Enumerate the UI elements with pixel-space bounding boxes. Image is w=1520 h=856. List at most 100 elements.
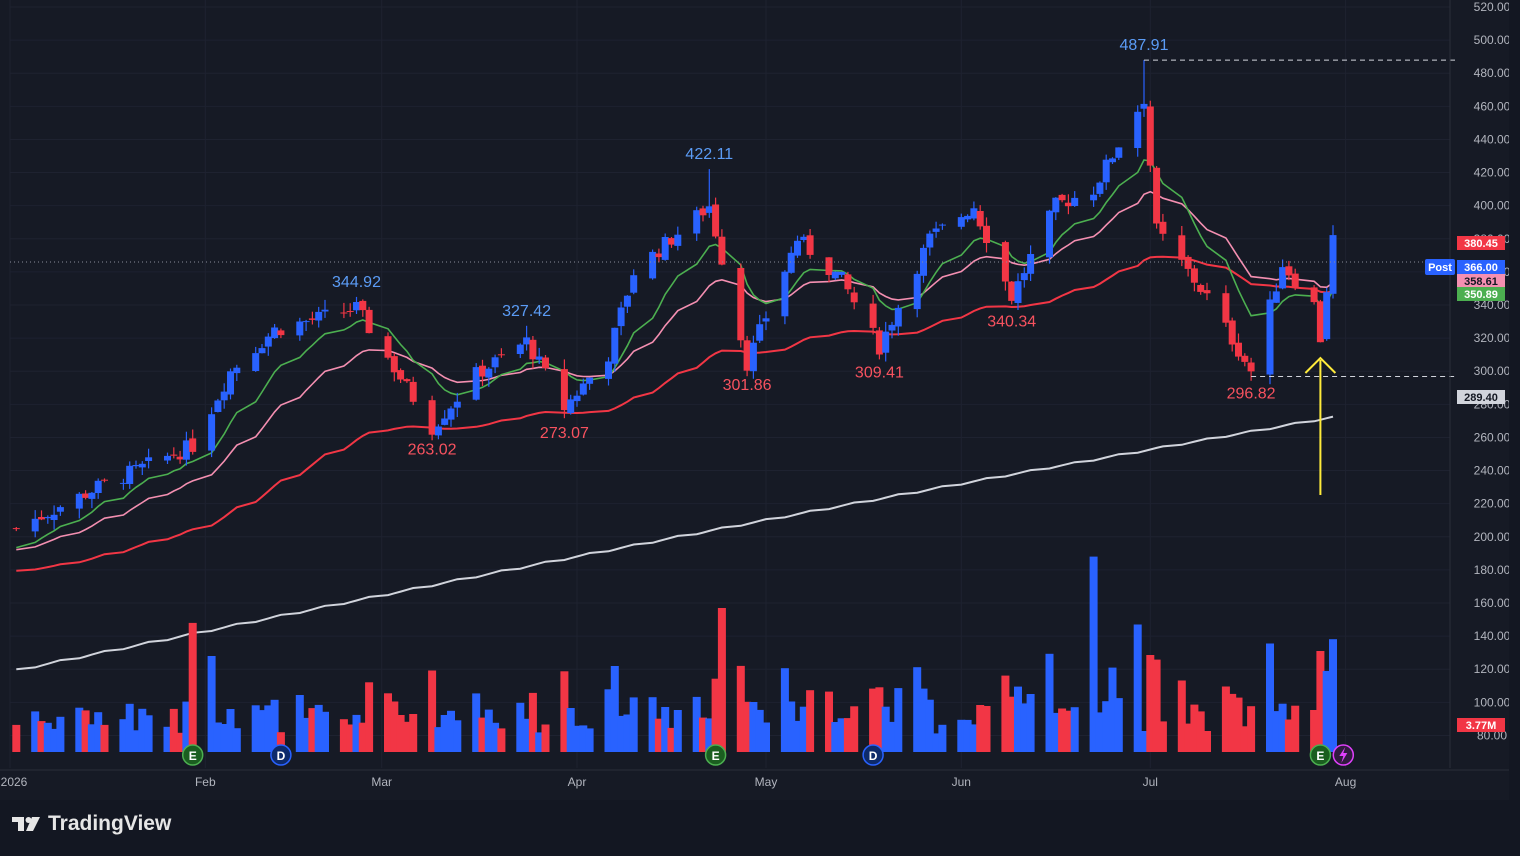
candle-body xyxy=(718,236,726,265)
candle xyxy=(12,527,20,532)
volume-bar xyxy=(516,702,525,752)
candle-body xyxy=(434,426,442,436)
volume-bar xyxy=(12,724,21,752)
candle xyxy=(1291,268,1299,291)
candle-body xyxy=(535,356,543,360)
candle-body xyxy=(189,438,197,452)
candle xyxy=(220,383,228,409)
volume-bar xyxy=(736,665,745,752)
volume-bar xyxy=(806,690,815,752)
candle-body xyxy=(668,238,675,245)
ema-long-line xyxy=(16,255,1334,572)
badge-box xyxy=(1457,718,1505,732)
volume-bar xyxy=(188,622,197,752)
candle-body xyxy=(1058,194,1066,201)
volume-bar xyxy=(434,727,443,752)
candle xyxy=(617,301,625,336)
volume-bar xyxy=(699,717,707,752)
volume-bar xyxy=(1329,639,1337,752)
candle xyxy=(825,257,833,283)
volume-bar xyxy=(711,678,720,752)
candle xyxy=(1266,291,1274,385)
candle xyxy=(384,332,392,360)
candle xyxy=(976,205,984,230)
candle-body xyxy=(340,312,348,314)
time-tick-label: May xyxy=(755,775,778,789)
price-tick-label: 300.00 xyxy=(1474,364,1511,378)
candle xyxy=(264,333,272,356)
volume-bar xyxy=(604,689,613,752)
candle-body xyxy=(38,517,45,520)
volume-bar xyxy=(50,728,59,752)
volume-bar xyxy=(56,716,65,752)
volume-bar xyxy=(100,724,109,752)
candle xyxy=(1071,191,1079,207)
candle xyxy=(321,299,329,318)
candle xyxy=(1008,281,1016,305)
candle-body xyxy=(145,457,153,461)
price-tick-label: 240.00 xyxy=(1474,464,1511,478)
price-tick-label: 140.00 xyxy=(1474,629,1511,643)
price-label-badge: 289.40 xyxy=(1457,390,1505,404)
volume-bar xyxy=(837,718,846,752)
candle-body xyxy=(1071,197,1079,206)
volume-bar xyxy=(881,706,890,752)
ema-mid-line xyxy=(16,190,1334,551)
candles xyxy=(12,60,1337,538)
marker-circle xyxy=(704,744,727,766)
volume-bar xyxy=(125,703,134,752)
high-label: 422.11 xyxy=(685,146,733,163)
volume-bar xyxy=(705,718,714,752)
tradingview-logo-icon xyxy=(12,817,40,831)
candle-body xyxy=(749,342,757,372)
candle-body xyxy=(491,357,499,368)
low-label: 273.07 xyxy=(540,425,589,442)
price-tick-label: 260.00 xyxy=(1474,430,1511,444)
candle-body xyxy=(579,383,587,395)
volume-bar xyxy=(894,688,903,752)
candle-body xyxy=(712,204,720,237)
price-tick-label: 440.00 xyxy=(1474,132,1511,146)
candle xyxy=(359,299,367,317)
volume-bar xyxy=(87,724,96,752)
candle-body xyxy=(743,340,751,371)
annotation-arrow-head xyxy=(1304,356,1337,374)
candle-body xyxy=(964,215,972,220)
candle-body xyxy=(926,233,934,248)
candle xyxy=(964,214,972,223)
candle xyxy=(1064,194,1072,215)
candle xyxy=(189,429,197,455)
ema-short-line xyxy=(16,159,1334,549)
price-chart[interactable]: 344.92 327.42 422.11 487.91 263.02 273.07 301.… xyxy=(0,0,1520,800)
volume-bar xyxy=(428,670,437,752)
candle xyxy=(145,448,153,469)
candle xyxy=(1058,193,1066,203)
candle-body xyxy=(611,327,619,364)
candle-body xyxy=(447,408,455,420)
candle-body xyxy=(82,493,90,498)
candle xyxy=(126,461,134,489)
candle-body xyxy=(825,257,833,275)
candle xyxy=(560,359,568,419)
volume-bar xyxy=(963,719,972,752)
volume-bar xyxy=(1158,721,1167,752)
volume-bar xyxy=(1058,708,1067,752)
volume-bar xyxy=(1045,653,1054,752)
candle xyxy=(479,359,486,386)
candle xyxy=(340,302,348,319)
volume-bar xyxy=(491,722,500,752)
candle-body xyxy=(359,300,367,311)
candle xyxy=(472,363,480,401)
candle xyxy=(1153,166,1161,229)
time-tick-label: Aug xyxy=(1335,775,1356,789)
candle-body xyxy=(233,367,241,374)
low-label: 263.02 xyxy=(408,441,457,458)
volume-bar xyxy=(314,704,323,752)
time-tick-label: 2026 xyxy=(1,775,28,789)
volume-bar xyxy=(81,710,90,752)
candle-body xyxy=(1027,254,1035,274)
candle-body xyxy=(787,252,795,273)
chart-frame[interactable]: 344.92 327.42 422.11 487.91 263.02 273.07 301.… xyxy=(0,0,1520,800)
candle xyxy=(409,376,417,406)
volume-bar xyxy=(75,707,84,752)
